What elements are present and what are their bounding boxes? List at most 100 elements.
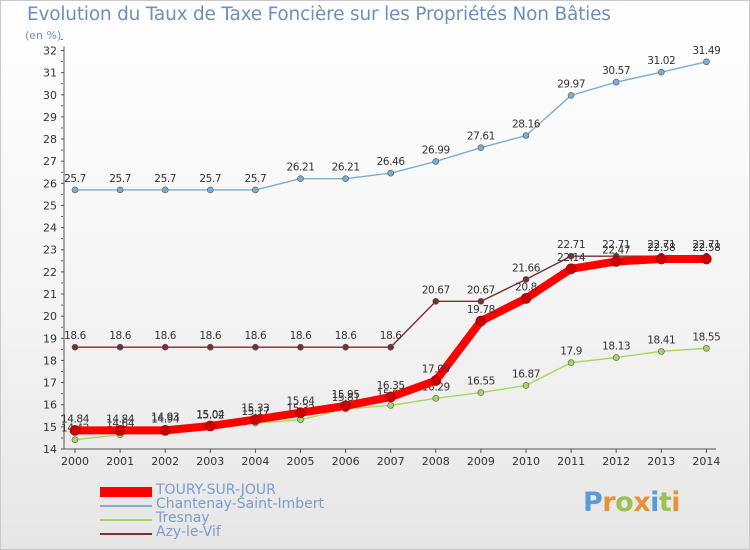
data-label: 18.41 bbox=[647, 334, 675, 346]
data-label: 15.04 bbox=[196, 409, 225, 421]
data-point bbox=[161, 186, 169, 194]
data-point bbox=[69, 425, 81, 436]
x-tick-label: 2013 bbox=[647, 455, 675, 468]
data-label: 16.55 bbox=[467, 376, 495, 388]
y-tick-label: 18 bbox=[43, 354, 57, 367]
x-tick-label: 2006 bbox=[332, 455, 360, 468]
logo-letter: i bbox=[671, 487, 681, 518]
data-label: 27.61 bbox=[467, 131, 495, 143]
data-label: 19.78 bbox=[467, 304, 495, 316]
data-label: 25.7 bbox=[245, 173, 267, 185]
data-point bbox=[161, 343, 169, 351]
logo-letter: P bbox=[583, 487, 603, 518]
data-point bbox=[71, 343, 79, 351]
data-label: 22.71 bbox=[602, 239, 630, 251]
data-point bbox=[295, 407, 306, 418]
data-label: 25.7 bbox=[64, 173, 86, 185]
data-label: 18.55 bbox=[692, 331, 720, 343]
x-tick-label: 2009 bbox=[467, 455, 495, 468]
data-label: 31.02 bbox=[647, 55, 675, 67]
y-tick-label: 32 bbox=[43, 44, 57, 57]
data-point bbox=[657, 68, 665, 76]
data-label: 26.21 bbox=[286, 162, 314, 174]
data-point bbox=[387, 343, 395, 351]
data-label: 22.58 bbox=[647, 242, 675, 254]
y-tick-label: 19 bbox=[43, 332, 57, 345]
data-label: 31.49 bbox=[692, 45, 720, 57]
data-point bbox=[477, 144, 485, 151]
data-point bbox=[475, 315, 487, 327]
data-label: 15.02 bbox=[196, 409, 224, 421]
data-point bbox=[657, 348, 665, 355]
x-tick-label: 2002 bbox=[151, 455, 179, 468]
data-label: 18.6 bbox=[335, 330, 357, 342]
data-point bbox=[114, 425, 126, 436]
x-tick-label: 2000 bbox=[61, 455, 89, 468]
data-label: 21.66 bbox=[512, 262, 541, 274]
data-point bbox=[252, 343, 259, 351]
y-tick-label: 27 bbox=[43, 155, 57, 168]
logo-letter: i bbox=[650, 487, 659, 518]
data-label: 18.6 bbox=[245, 330, 267, 342]
data-point bbox=[71, 186, 79, 194]
data-label: 14.93 bbox=[151, 411, 179, 423]
data-label: 15.64 bbox=[286, 396, 315, 408]
data-point bbox=[432, 394, 440, 402]
data-point bbox=[701, 253, 712, 265]
data-point bbox=[522, 382, 530, 389]
data-point bbox=[477, 298, 485, 305]
x-tick-label: 2007 bbox=[377, 455, 405, 468]
x-tick-label: 2008 bbox=[422, 455, 450, 468]
data-point bbox=[612, 354, 620, 361]
data-label: 15.95 bbox=[332, 389, 360, 401]
data-point bbox=[205, 420, 216, 432]
data-point bbox=[250, 414, 261, 425]
data-label: 18.6 bbox=[64, 330, 86, 342]
chart-unit: (en %) bbox=[25, 29, 62, 42]
data-label: 22.47 bbox=[602, 244, 630, 256]
y-tick-label: 25 bbox=[43, 199, 57, 212]
data-label: 15.33 bbox=[241, 403, 269, 415]
data-label: 25.7 bbox=[199, 173, 221, 185]
y-tick-label: 16 bbox=[43, 399, 57, 412]
data-point bbox=[159, 425, 171, 436]
data-label: 20.67 bbox=[422, 284, 450, 296]
data-label: 18.6 bbox=[109, 330, 131, 342]
legend-swatch bbox=[100, 487, 152, 497]
data-label: 18.6 bbox=[380, 330, 402, 342]
data-label: 25.7 bbox=[109, 173, 131, 185]
y-tick-label: 28 bbox=[43, 133, 57, 146]
data-point bbox=[71, 436, 79, 444]
data-label: 22.58 bbox=[692, 242, 720, 254]
x-tick-label: 2011 bbox=[557, 455, 585, 468]
data-label: 26.46 bbox=[377, 156, 406, 168]
y-tick-label: 23 bbox=[43, 244, 57, 257]
x-tick-label: 2004 bbox=[241, 455, 269, 468]
data-label: 18.6 bbox=[290, 330, 312, 342]
data-point bbox=[522, 132, 530, 139]
data-label: 28.16 bbox=[512, 118, 541, 130]
data-point bbox=[297, 343, 304, 351]
legend-swatch bbox=[100, 519, 152, 521]
data-point bbox=[567, 92, 575, 99]
data-label: 26.21 bbox=[332, 162, 360, 174]
y-tick-label: 14 bbox=[43, 443, 57, 456]
y-tick-label: 22 bbox=[43, 266, 57, 279]
y-tick-label: 30 bbox=[43, 89, 57, 102]
data-label: 18.13 bbox=[602, 341, 630, 353]
y-tick-label: 21 bbox=[43, 288, 57, 301]
data-label: 14.84 bbox=[61, 413, 90, 425]
data-label: 17.09 bbox=[422, 364, 450, 376]
data-point bbox=[252, 186, 259, 194]
data-label: 29.97 bbox=[557, 78, 585, 90]
data-label: 22.71 bbox=[557, 239, 585, 251]
data-point bbox=[116, 343, 124, 351]
data-label: 26.99 bbox=[422, 144, 450, 156]
data-label: 25.7 bbox=[154, 173, 176, 185]
data-label: 22.71 bbox=[692, 239, 720, 251]
data-point bbox=[116, 186, 124, 194]
y-tick-label: 29 bbox=[43, 111, 57, 124]
data-point bbox=[342, 343, 349, 351]
data-label: 16.35 bbox=[377, 380, 405, 392]
data-label: 22.71 bbox=[647, 239, 675, 251]
